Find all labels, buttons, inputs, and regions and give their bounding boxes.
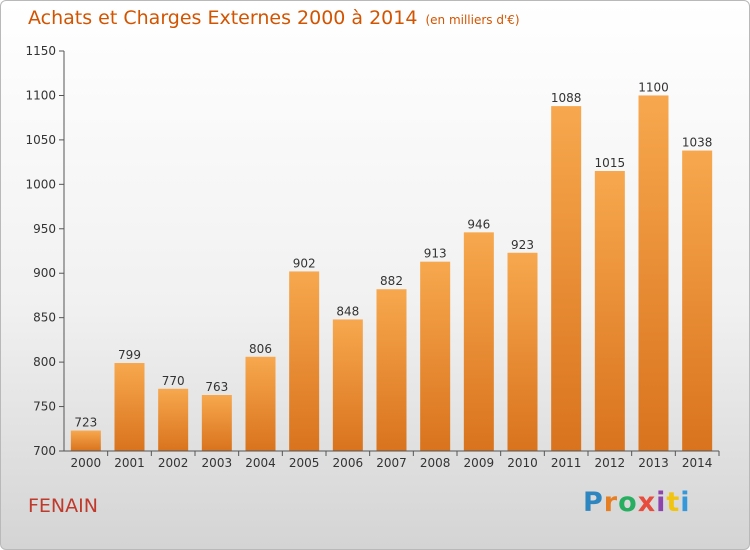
bar-2014 [682,150,713,452]
y-tick-label: 700 [33,444,56,458]
bar-2006 [332,319,363,451]
bar-2007 [376,289,407,451]
bar-2002 [158,388,189,451]
bars-group: 723 799 770 763 806 902 848 882 913 946 923 1088 101… [70,80,713,452]
x-tick-label: 2006 [333,456,364,470]
bar-2010 [507,252,538,451]
bar-value-label: 882 [380,274,403,288]
bar-2001 [114,363,145,451]
bar-2012 [594,171,625,451]
y-tick-label: 750 [33,400,56,414]
bar-value-label: 770 [162,374,185,388]
bar-value-label: 946 [467,217,490,231]
x-tick-label: 2001 [114,456,145,470]
bar-value-label: 913 [424,247,447,261]
bar-2009 [463,232,494,451]
bar-value-label: 723 [74,416,97,430]
bar-value-label: 848 [336,304,359,318]
x-tick-label: 2013 [638,456,669,470]
bar-2004 [245,356,276,451]
proxiti-logo: Proxiti [583,487,691,518]
logo-letter: r [603,487,619,518]
bar-2013 [638,95,669,451]
logo-letter: P [583,487,604,518]
x-tick-label: 2009 [464,456,495,470]
bar-value-label: 902 [293,256,316,270]
y-tick-label: 1000 [25,177,56,191]
chart-title-text: Achats et Charges Externes 2000 à 2014 [28,7,418,29]
bar-value-label: 799 [118,348,141,362]
x-tick-label: 2014 [682,456,713,470]
x-tick-label: 2007 [376,456,407,470]
y-tick-label: 1150 [25,44,56,58]
y-tick-label: 850 [33,311,56,325]
x-tick-label: 2005 [289,456,320,470]
y-tick-label: 950 [33,222,56,236]
logo-letter: i [680,487,691,518]
y-tick-label: 1100 [25,88,56,102]
y-tick-label: 1050 [25,133,56,147]
bar-2003 [201,395,232,451]
chart-unit: (en milliers d'€) [425,13,520,27]
x-tick-label: 2012 [595,456,626,470]
bar-2008 [420,261,451,451]
bar-value-label: 763 [205,380,228,394]
x-tick-label: 2011 [551,456,582,470]
commune-name: FENAIN [28,495,98,517]
chart-title: Achats et Charges Externes 2000 à 2014 (e… [28,7,520,29]
bar-value-label: 806 [249,342,272,356]
x-tick-label: 2004 [245,456,276,470]
bar-value-label: 923 [511,238,534,252]
y-tick-label: 900 [33,266,56,280]
bar-value-label: 1038 [682,136,713,150]
axes-group: 700 750 800 850 900 950 1000 1050 1100 1150 2000 20… [25,44,720,470]
bar-value-label: 1100 [638,80,669,94]
bar-2005 [289,271,320,451]
bar-value-label: 1088 [551,91,582,105]
y-tick-label: 800 [33,355,56,369]
bar-value-label: 1015 [595,156,626,170]
x-tick-label: 2010 [507,456,538,470]
bar-2000 [70,430,101,451]
logo-letter: i [656,487,667,518]
bar-2011 [551,106,582,451]
x-tick-label: 2000 [71,456,102,470]
logo-letter: o [618,487,638,518]
logo-letter: x [637,487,657,518]
x-tick-label: 2002 [158,456,189,470]
x-tick-label: 2003 [202,456,233,470]
logo-letter: t [666,487,681,518]
x-tick-label: 2008 [420,456,451,470]
